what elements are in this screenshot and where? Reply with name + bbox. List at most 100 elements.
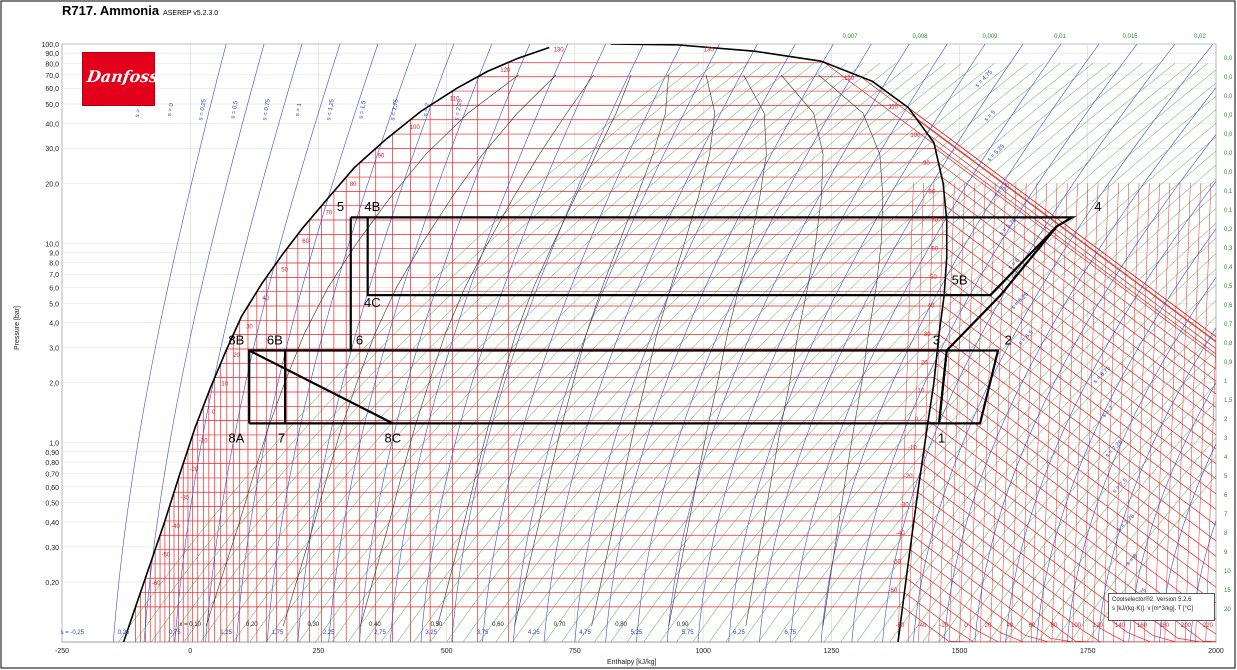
state-point-label: 8A [228, 431, 244, 446]
temperature-scale-label: 160 [1137, 623, 1148, 629]
saturation-temperature-label: -40 [171, 524, 180, 530]
saturation-temperature-label: 120 [500, 68, 511, 74]
danfoss-logo: Danfoss [82, 52, 155, 106]
state-point-label: 4C [364, 295, 381, 310]
y-tick-labels: 100,090,080,070,060,050,040,030,020,010,… [41, 42, 59, 587]
x-tick-label: 500 [441, 648, 453, 655]
saturation-temperature-label: 70 [325, 210, 332, 216]
saturation-temperature-label: 30 [246, 324, 253, 330]
temperature-scale-labels: -60 -40 -20 0 20 40 60 80 100 120 140 160 180 200 220 [896, 623, 1214, 629]
right-volume-label: 1,5 [1224, 398, 1233, 404]
vapor-temperature-label: 90 [923, 161, 930, 167]
bottom-entropy-label: 2,25 [323, 630, 335, 636]
temperature-scale-label: 60 [1029, 623, 1036, 629]
vapor-temperature-label: 60 [931, 247, 938, 253]
vapor-temperature-label: -40 [896, 531, 905, 537]
state-point-label: 8C [385, 431, 402, 446]
y-tick-label: 4,0 [49, 321, 59, 328]
temperature-scale-label: 140 [1115, 623, 1126, 629]
right-volume-label: 0,3 [1224, 246, 1233, 252]
bottom-entropy-label: 3,25 [425, 630, 437, 636]
saturation-temperature-label: -50 [161, 552, 170, 558]
right-volume-label: 1 [1224, 379, 1228, 385]
right-volume-label: 0,4 [1224, 265, 1233, 271]
chart-version: ASEREP v5.2.3.0 [163, 10, 218, 17]
y-tick-label: 0,40 [45, 520, 59, 527]
x-tick-label: 1000 [695, 648, 711, 655]
x-tick-label: -250 [55, 648, 69, 655]
bottom-entropy-label: 1,75 [272, 630, 284, 636]
y-tick-label: 30,0 [45, 146, 59, 153]
chart-title: R717. Ammonia [62, 3, 159, 18]
state-point-label: 5 [337, 199, 344, 214]
bottom-entropy-label: 5,75 [682, 630, 694, 636]
right-volume-label: 8 [1224, 531, 1228, 537]
x-tick-label: 250 [313, 648, 325, 655]
y-tick-label: 10,0 [45, 241, 59, 248]
y-tick-label: 70,0 [45, 73, 59, 80]
quality-label: 0,70 [554, 622, 566, 628]
right-volume-label: 0,0 [1224, 151, 1233, 157]
right-volume-label: 0,0 [1224, 56, 1233, 62]
x-tick-label: 1250 [824, 648, 840, 655]
y-tick-label: 100,0 [41, 42, 59, 49]
quality-label: 0,60 [492, 622, 504, 628]
temperature-scale-label: -40 [918, 623, 927, 629]
temperature-scale-label: 200 [1181, 623, 1192, 629]
x-tick-label: 2000 [1208, 648, 1224, 655]
bottom-entropy-label: 2,75 [374, 630, 386, 636]
right-volume-label: 0,0 [1224, 94, 1233, 100]
y-tick-label: 0,20 [45, 580, 59, 587]
y-tick-label: 20,0 [45, 181, 59, 188]
y-tick-label: 5,0 [49, 301, 59, 308]
y-tick-label: 90,0 [45, 51, 59, 58]
top-volume-labels: 0,007 0,008 0,009 0,01 0,015 0,02 [842, 34, 1206, 40]
y-tick-label: 8,0 [49, 261, 59, 268]
vapor-temperature-label: 40 [928, 303, 935, 309]
right-volume-label: 10 [1224, 569, 1231, 575]
state-point-label: 2 [1005, 333, 1012, 348]
vapor-temperature-label: 30 [924, 332, 931, 338]
right-volume-label: 4 [1224, 455, 1228, 461]
units-note: s [kJ/(kg·K)]. v [m^3/kg]. T [°C] [1112, 605, 1211, 614]
saturation-temperature-label: 110 [450, 96, 460, 102]
x-tick-label: 0 [188, 648, 192, 655]
saturation-temperature-label: 130 [554, 47, 565, 53]
state-point-label: 1 [938, 431, 945, 446]
quality-label: 0,20 [246, 622, 258, 628]
vapor-temperature-label: -50 [892, 559, 901, 565]
temperature-scale-label: 180 [1159, 623, 1170, 629]
right-volume-label: 0,9 [1224, 360, 1233, 366]
temperature-scale-label: 20 [985, 623, 992, 629]
y-tick-label: 2,0 [49, 381, 59, 388]
right-volume-label: 0,0 [1224, 132, 1233, 138]
chart-title-block: R717. Ammonia ASEREP v5.2.3.0 [62, 3, 218, 18]
right-volume-label: 9 [1224, 550, 1228, 556]
bottom-entropy-label: 4,75 [579, 630, 591, 636]
y-tick-label: 80,0 [45, 61, 59, 68]
saturation-temperature-label: -20 [189, 467, 198, 473]
bottom-entropy-label: 6,25 [733, 630, 745, 636]
bottom-entropy-labels: s = -0,25 0,25 0,75 1,25 1,75 2,25 2,75 3,25 3,7… [60, 630, 796, 636]
saturation-temperature-label: 90 [378, 153, 385, 159]
coolselector-info-box: Coolselector®2. Version 5.2.6 s [kJ/(kg·… [1108, 593, 1215, 621]
saturation-temperature-label: -30 [180, 495, 189, 501]
temperature-scale-label: 40 [1007, 623, 1014, 629]
temperature-scale-label: -60 [896, 623, 905, 629]
right-volume-label: 3 [1224, 436, 1228, 442]
right-volume-label: 0,5 [1224, 284, 1233, 290]
state-point-label: 5B [952, 273, 968, 288]
saturation-temperature-label: 80 [350, 182, 357, 188]
temperature-scale-label: -20 [940, 623, 949, 629]
x-tick-labels: -250 0 250 500 750 1000 1250 1500 1750 2000 [55, 648, 1224, 655]
right-volume-label: 0,2 [1224, 227, 1233, 233]
state-point-label: 7 [278, 431, 285, 446]
right-volume-label: 0,1 [1224, 189, 1233, 195]
bottom-entropy-label: 0,75 [169, 630, 181, 636]
top-volume-label: 0,007 [842, 34, 858, 40]
top-volume-label: 0,009 [982, 34, 998, 40]
vapor-temperature-label: 130 [704, 47, 715, 53]
right-volume-labels: 0,0 0,0 0,0 0,0 0,0 0,0 0,0 0,1 0,1 0,2 0,3 0,4 0,5 0… [1224, 56, 1233, 613]
vapor-temperature-label: -60 [889, 588, 898, 594]
